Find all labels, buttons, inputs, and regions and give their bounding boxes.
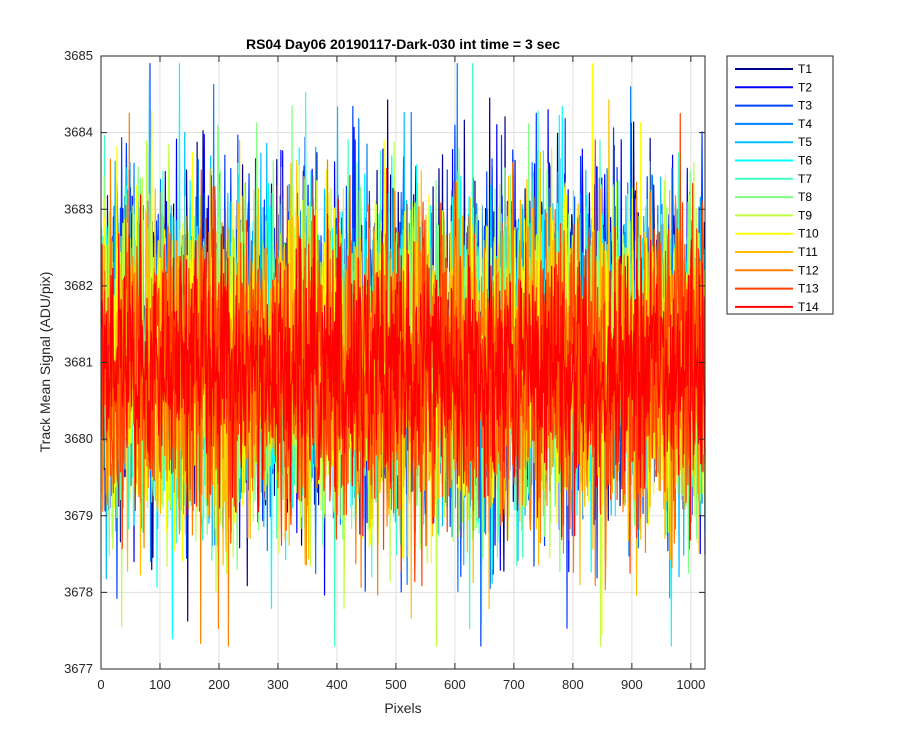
legend-label-t11: T11 [798,245,818,259]
x-tick-label: 300 [267,677,289,692]
y-axis-label: Track Mean Signal (ADU/pix) [37,272,53,453]
y-tick-label: 3682 [64,278,93,293]
x-tick-label: 200 [208,677,230,692]
y-tick-label: 3684 [64,125,93,140]
legend-label-t14: T14 [798,300,819,314]
legend-label-t6: T6 [798,154,812,168]
series-layer [100,63,706,647]
y-tick-label: 3681 [64,355,93,370]
x-tick-label: 600 [444,677,466,692]
y-tick-label: 3683 [64,201,93,216]
legend-label-t9: T9 [798,208,812,222]
legend-label-t2: T2 [798,80,812,94]
series-line-t14 [100,194,706,541]
legend-label-t13: T13 [798,282,819,296]
series-line-t13 [100,112,706,587]
y-tick-label: 3685 [64,48,93,63]
legend-label-t3: T3 [798,99,812,113]
chart-title: RS04 Day06 20190117-Dark-030 int time = … [246,36,560,52]
ticks: 0 100 200 300 400 500 600 700 800 900 1000 3677 3678… [64,48,705,692]
legend-label-t4: T4 [798,117,812,131]
y-tick-label: 3679 [64,508,93,523]
x-tick-label: 100 [149,677,171,692]
legend-label-t5: T5 [798,135,812,149]
x-tick-label: 700 [503,677,525,692]
x-tick-label: 900 [621,677,643,692]
legend-label-t1: T1 [798,62,812,76]
legend-label-t12: T12 [798,263,819,277]
legend-label-t7: T7 [798,172,812,186]
x-tick-label: 800 [562,677,584,692]
y-tick-label: 3680 [64,431,93,446]
y-tick-label: 3678 [64,584,93,599]
x-tick-label: 400 [326,677,348,692]
legend-label-t10: T10 [798,227,819,241]
x-tick-label: 500 [385,677,407,692]
x-axis-label: Pixels [384,700,421,716]
legend: T1 T2 T3 T4 T5 T6 T7 T8 T9 T10 T11 T12 T13 T14 [726,55,834,315]
legend-label-t8: T8 [798,190,812,204]
x-tick-label: 0 [97,677,104,692]
x-tick-label: 1000 [676,677,705,692]
y-tick-label: 3677 [64,661,93,676]
